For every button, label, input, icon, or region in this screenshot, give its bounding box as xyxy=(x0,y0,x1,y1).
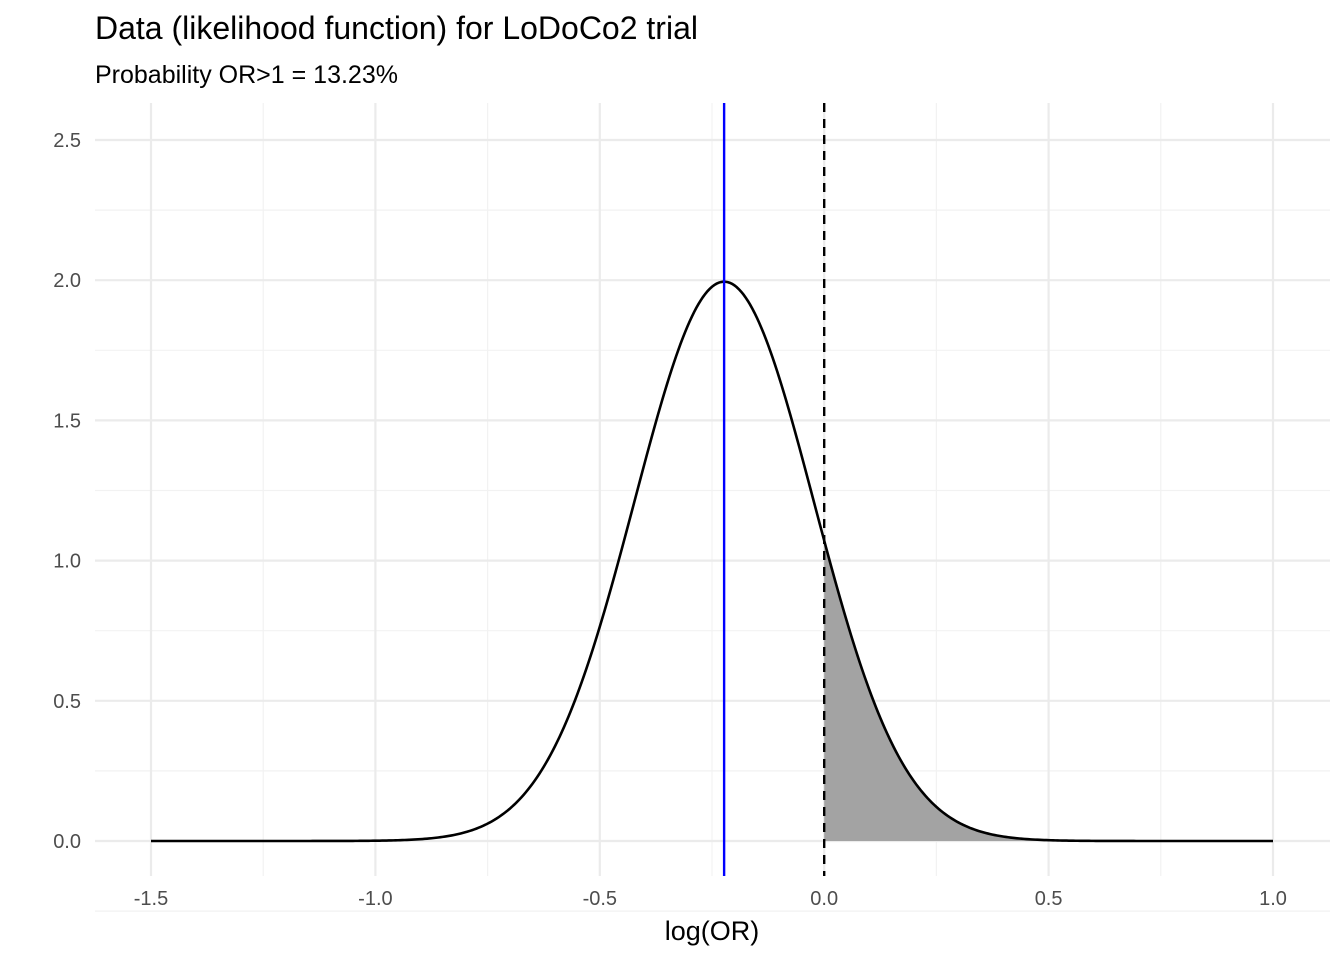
y-tick-label: 0.5 xyxy=(53,691,81,713)
y-tick-label: 1.5 xyxy=(53,410,81,432)
chart-title: Data (likelihood function) for LoDoCo2 t… xyxy=(95,10,698,46)
y-tick-label: 2.5 xyxy=(53,130,81,152)
x-axis-ticks: -1.5 -1.0 -0.5 0.0 0.5 1.0 xyxy=(134,888,1287,910)
likelihood-curve xyxy=(151,280,1273,843)
grid xyxy=(95,103,1330,912)
chart-subtitle: Probability OR>1 = 13.23% xyxy=(95,61,398,89)
y-tick-label: 2.0 xyxy=(53,270,81,292)
shaded-probability-region xyxy=(824,540,1273,841)
x-tick-label: 1.0 xyxy=(1259,888,1287,910)
y-tick-label: 0.0 xyxy=(53,831,81,853)
x-tick-label: 0.0 xyxy=(810,888,838,910)
x-tick-label: -1.0 xyxy=(358,888,392,910)
x-tick-label: -1.5 xyxy=(134,888,168,910)
x-axis-label: log(OR) xyxy=(665,916,760,946)
y-axis-ticks: 0.0 0.5 1.0 1.5 2.0 2.5 xyxy=(53,130,81,853)
x-tick-label: -0.5 xyxy=(583,888,617,910)
x-tick-label: 0.5 xyxy=(1035,888,1063,910)
y-tick-label: 1.0 xyxy=(53,551,81,573)
